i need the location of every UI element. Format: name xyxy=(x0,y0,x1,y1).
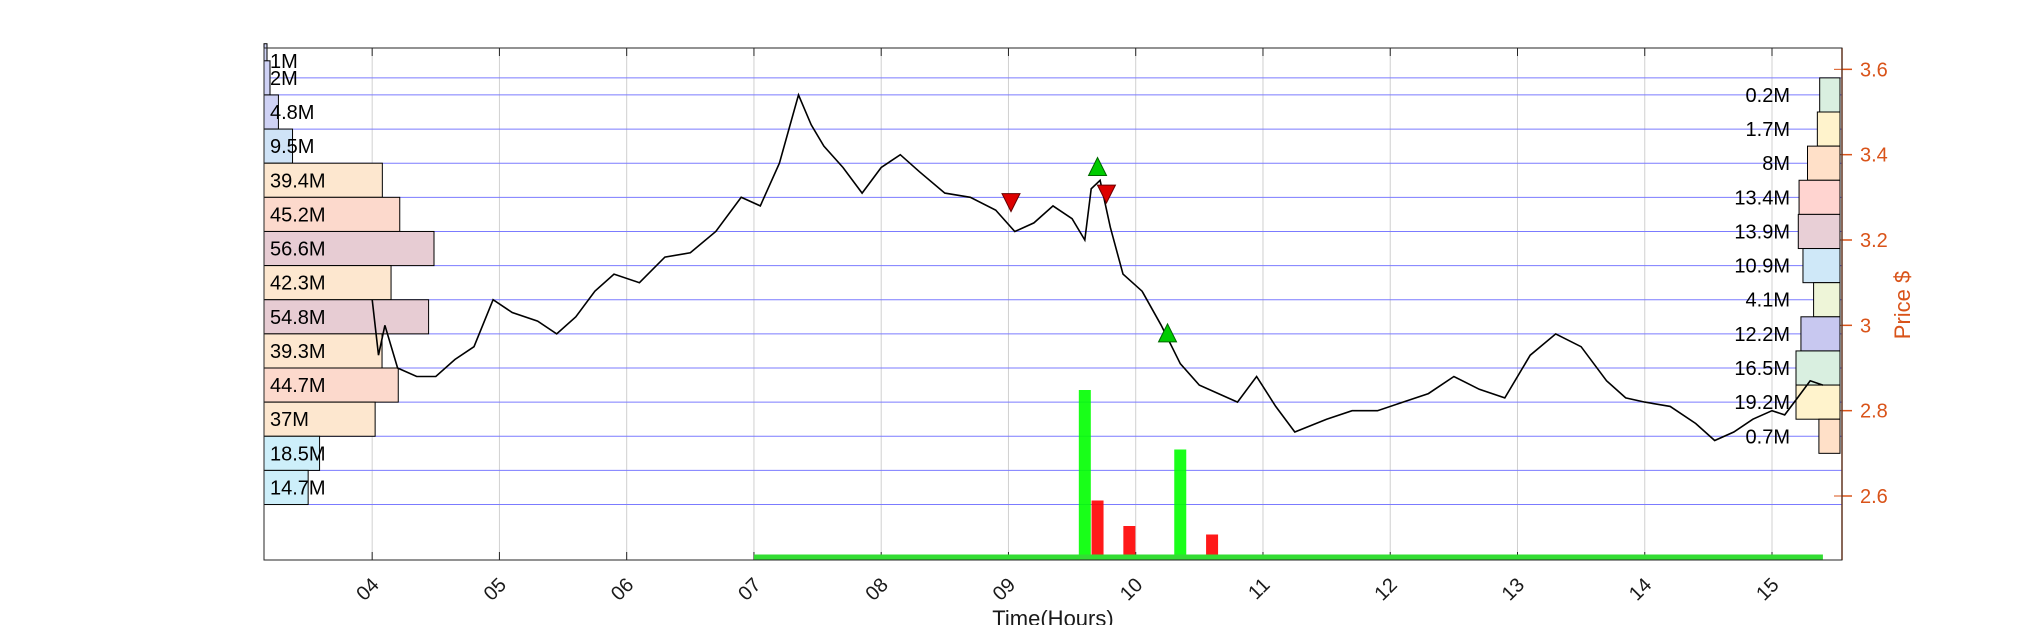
volume-profile-left-label: 39.4M xyxy=(270,170,326,192)
volume-profile-right-bar xyxy=(1816,111,1841,147)
x-tick-label: 07 xyxy=(734,574,765,605)
y-tick-label: 3.6 xyxy=(1860,59,1888,81)
volume-profile-right-bar xyxy=(1802,248,1841,284)
plot-frame xyxy=(263,47,1843,561)
volume-profile-left-label: 39.3M xyxy=(270,341,326,363)
x-tick-label: 08 xyxy=(861,574,892,605)
x-tick-label: 12 xyxy=(1370,574,1401,605)
y-axis-title: Price $ xyxy=(1890,271,1915,339)
x-tick-label: 10 xyxy=(1116,574,1147,605)
volume-profile-right-bar xyxy=(1813,282,1841,318)
x-axis-title: Time(Hours) xyxy=(992,606,1113,625)
axes-layer xyxy=(263,47,1843,561)
volume-profile-left-bar xyxy=(263,299,430,335)
volume-profile-right: 0.2M 1.7M 8M 13.4M 13.9M 10.9M 4.1M 12.2M 16.5M 1… xyxy=(1734,77,1841,454)
x-tick-label: 13 xyxy=(1498,574,1529,605)
y-tick-label: 3.2 xyxy=(1860,230,1888,252)
y-tick-label: 3 xyxy=(1860,315,1871,337)
volume-profile-left-bar xyxy=(263,401,376,437)
volume-profile-right-label: 13.4M xyxy=(1734,187,1790,209)
price-series-layer xyxy=(371,92,1824,442)
y-tick-label: 2.8 xyxy=(1860,401,1888,423)
volume-profile-left-label: 4.8M xyxy=(270,102,314,124)
y-tick-label: 3.4 xyxy=(1860,145,1888,167)
x-tick-label: 11 xyxy=(1244,574,1274,604)
volume-profile-left-label: 45.2M xyxy=(270,204,326,226)
volume-profile-right-bar xyxy=(1797,213,1841,250)
y-tick-labels: 2.6 2.8 3 3.2 3.4 3.6 xyxy=(1860,59,1888,508)
volume-bar xyxy=(1174,449,1187,560)
volume-bar xyxy=(1091,500,1104,560)
volume-profile-right-label: 12.2M xyxy=(1734,324,1790,346)
buy-marker xyxy=(1157,322,1178,343)
volume-profile-right-bar xyxy=(1818,418,1841,454)
volume-bars xyxy=(753,390,1823,560)
x-tick-label: 14 xyxy=(1625,574,1656,605)
x-tick-label: 05 xyxy=(480,574,511,605)
volume-profile-left-bar xyxy=(263,265,392,301)
grid-layer xyxy=(264,48,1852,560)
volume-profile-right-bar xyxy=(1798,179,1841,215)
volume-profile-right-bar xyxy=(1807,145,1841,181)
trade-markers xyxy=(1001,156,1178,343)
volume-profile-left-bar xyxy=(263,333,383,369)
volume-profile-left-label: 2M xyxy=(270,68,298,90)
volume-profile-right-label: 10.9M xyxy=(1734,256,1790,278)
price-series-line xyxy=(371,92,1824,442)
volume-profile-left-label: 18.5M xyxy=(270,443,326,465)
sell-marker xyxy=(1001,193,1021,213)
volume-profile-right-bar xyxy=(1795,350,1841,386)
volume-profile-left-label: 37M xyxy=(270,409,309,431)
volume-profile-right-label: 8M xyxy=(1762,153,1790,175)
volume-profile-right-label: 1.7M xyxy=(1746,119,1790,141)
volume-profile-left-bar xyxy=(263,230,435,267)
volume-profile-left-bar xyxy=(263,435,321,471)
volume-profile-left-bar xyxy=(263,469,309,506)
volume-profile-left-label: 42.3M xyxy=(270,273,326,295)
volume-profile-right-label: 19.2M xyxy=(1734,392,1790,414)
volume-profile-right-label: 4.1M xyxy=(1746,290,1790,312)
x-tick-label: 06 xyxy=(607,574,638,605)
volume-profile-left-label: 9.5M xyxy=(270,136,314,158)
volume-profile-left-label: 56.6M xyxy=(270,239,326,261)
volume-bar xyxy=(1123,526,1136,560)
x-tick-labels: 04 05 06 07 08 09 10 11 12 13 14 15 xyxy=(352,574,1783,605)
x-tick-label: 04 xyxy=(352,574,383,605)
sell-marker xyxy=(1096,184,1117,205)
volume-bar xyxy=(1206,534,1219,560)
volume-profile-left-bar xyxy=(263,196,401,232)
volume-profile-left-label: 44.7M xyxy=(270,375,326,397)
volume-bar xyxy=(1078,390,1091,560)
volume-profile-right-label: 16.5M xyxy=(1734,358,1790,380)
volume-profile-left-bar xyxy=(263,162,383,198)
volume-profile-left-label: 54.8M xyxy=(270,307,326,329)
volume-profile-right-label: 0.2M xyxy=(1746,85,1790,107)
buy-marker xyxy=(1087,156,1108,176)
x-tick-label: 09 xyxy=(989,574,1020,605)
volume-profile-right-bar xyxy=(1819,77,1841,113)
volume-profile-left-label: 1M xyxy=(270,51,298,73)
volume-profile-left-bar xyxy=(263,128,294,164)
volume-profile-right-label: 13.9M xyxy=(1734,221,1790,243)
x-tick-label: 15 xyxy=(1752,574,1783,605)
volume-profile-right-label: 0.7M xyxy=(1746,426,1790,448)
y-tick-label: 2.6 xyxy=(1860,486,1888,508)
volume-profile-left-label: 14.7M xyxy=(270,477,326,499)
volume-profile-right-bar xyxy=(1800,316,1841,352)
